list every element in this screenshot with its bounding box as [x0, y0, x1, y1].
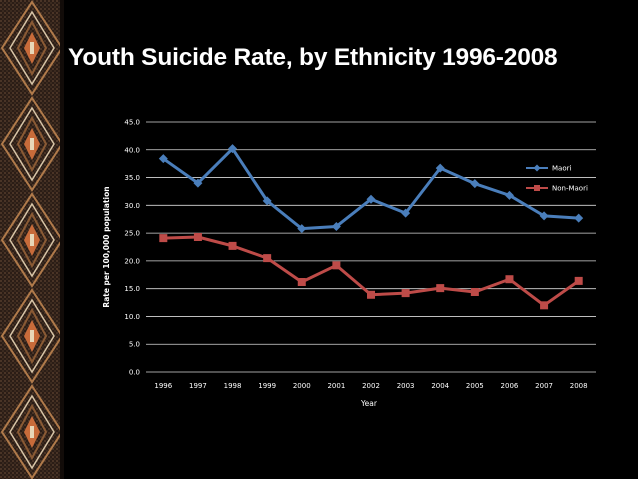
data-point — [297, 224, 307, 234]
y-axis-title: Rate per 100,000 population — [102, 186, 111, 307]
y-tick-label: 25.0 — [124, 230, 140, 238]
y-tick-label: 45.0 — [124, 119, 140, 127]
data-point — [470, 179, 480, 189]
x-tick-label: 1998 — [224, 382, 242, 390]
x-tick-label: 1999 — [258, 382, 276, 390]
gridlines — [146, 121, 596, 373]
x-tick-label: 2005 — [466, 382, 484, 390]
y-tick-label: 10.0 — [124, 313, 140, 321]
y-tick-label: 15.0 — [124, 285, 140, 293]
legend: Maori Non-Maori — [526, 164, 588, 193]
data-point — [574, 276, 583, 285]
y-tick-label: 20.0 — [124, 257, 140, 265]
x-tick-label: 2007 — [535, 382, 553, 390]
data-point — [297, 278, 306, 286]
data-point — [366, 194, 376, 204]
legend-label: Maori — [552, 165, 571, 173]
slide-title: Youth Suicide Rate, by Ethnicity 1996-20… — [68, 44, 558, 71]
axes: 0.0 5.0 10.0 15.0 20.0 25.0 30.0 35.0 40.0 45.0 19… — [124, 119, 587, 391]
y-tick-label: 5.0 — [129, 341, 140, 349]
y-tick-label: 0.0 — [129, 369, 140, 377]
data-point — [159, 234, 168, 243]
data-point — [539, 211, 549, 221]
data-point — [401, 289, 410, 298]
legend-marker — [534, 185, 540, 191]
data-point — [263, 254, 272, 263]
y-tick-label: 35.0 — [124, 174, 140, 182]
legend-label: Non-Maori — [552, 185, 588, 193]
data-point — [401, 208, 411, 218]
data-point — [228, 144, 238, 154]
data-point — [574, 213, 584, 223]
x-tick-label: 2004 — [431, 382, 449, 390]
data-point — [504, 190, 514, 200]
data-point — [228, 241, 237, 250]
data-point — [436, 284, 445, 293]
y-tick-label: 40.0 — [124, 146, 140, 154]
x-tick-label: 2006 — [501, 382, 519, 390]
data-point — [367, 290, 375, 299]
x-tick-label: 1996 — [154, 382, 172, 390]
x-tick-label: 1997 — [189, 382, 207, 390]
x-tick-label: 2003 — [397, 382, 415, 390]
series-line-maori — [162, 147, 579, 231]
x-axis-title: Year — [360, 399, 378, 408]
data-point — [505, 275, 514, 284]
data-point — [332, 261, 341, 270]
x-tick-label: 2001 — [327, 382, 345, 390]
y-tick-label: 30.0 — [124, 202, 140, 210]
data-point — [158, 154, 168, 164]
series — [158, 144, 584, 310]
data-point — [193, 233, 202, 241]
data-point — [470, 288, 479, 296]
data-point — [540, 301, 549, 310]
data-point — [193, 178, 203, 188]
x-tick-label: 2002 — [362, 382, 380, 390]
x-tick-label: 2008 — [570, 382, 588, 390]
data-point — [262, 196, 272, 206]
data-point — [435, 163, 445, 173]
x-tick-label: 2000 — [293, 382, 311, 390]
woven-pattern-band — [0, 0, 64, 479]
legend-marker — [533, 164, 541, 172]
data-point — [331, 221, 341, 231]
